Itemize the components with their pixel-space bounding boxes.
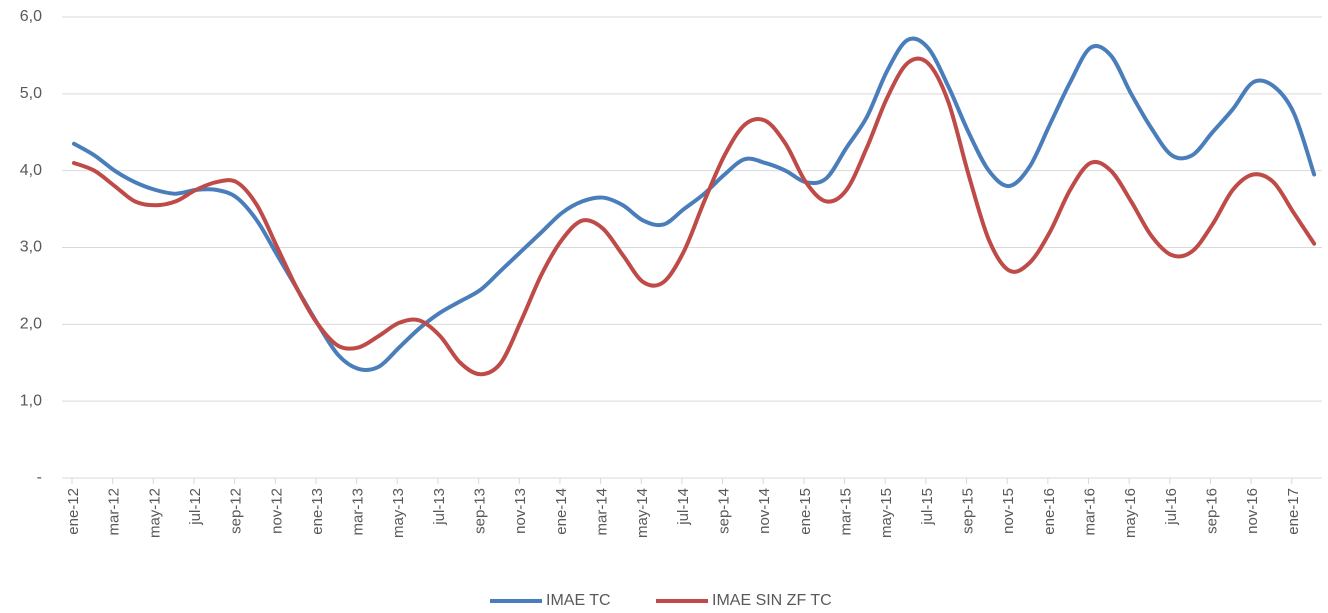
y-tick-label: 1,0 [20,392,42,409]
x-tick-label: may-16 [1122,488,1139,538]
x-tick-label: jul-12 [187,488,204,526]
x-tick-label: may-14 [634,488,651,538]
x-tick-label: nov-12 [268,488,285,534]
x-tick-label: ene-16 [1041,488,1058,535]
x-tick-label: jul-15 [919,488,936,526]
x-tick-label: jul-16 [1163,488,1180,526]
x-tick-label: mar-14 [594,488,611,536]
line-series [72,36,1317,372]
x-tick-label: may-12 [146,488,163,538]
legend-label: IMAE TC [546,592,611,609]
x-tick-label: nov-13 [512,488,529,534]
y-tick-label: 2,0 [20,316,42,333]
y-tick-label: - [37,469,42,486]
x-tick-label: sep-16 [1203,488,1220,534]
x-tick-label: jul-13 [431,488,448,526]
x-tick-label: ene-15 [797,488,814,535]
x-tick-label: ene-12 [65,488,82,535]
x-tick-label: may-15 [878,488,895,538]
x-tick-label: nov-15 [1000,488,1017,534]
y-tick-label: 4,0 [20,162,42,179]
x-tick-label: nov-14 [756,488,773,534]
y-tick-label: 6,0 [20,8,42,25]
legend-label: IMAE SIN ZF TC [712,592,832,609]
x-tick-label: mar-13 [350,488,367,536]
x-tick-label: mar-16 [1081,488,1098,536]
x-tick-label: ene-13 [309,488,326,535]
line-series [72,56,1317,377]
x-tick-label: nov-16 [1244,488,1261,534]
x-tick-label: sep-12 [228,488,245,534]
x-tick-label: mar-15 [838,488,855,536]
x-tick-label: sep-13 [472,488,489,534]
x-tick-label: ene-17 [1285,488,1302,535]
x-tick-label: mar-12 [106,488,123,536]
y-tick-label: 3,0 [20,239,42,256]
x-tick-label: may-13 [390,488,407,538]
x-tick-label: jul-14 [675,488,692,526]
x-tick-label: sep-14 [716,488,733,534]
y-tick-label: 5,0 [20,85,42,102]
x-tick-label: sep-15 [959,488,976,534]
x-tick-label: ene-14 [553,488,570,535]
